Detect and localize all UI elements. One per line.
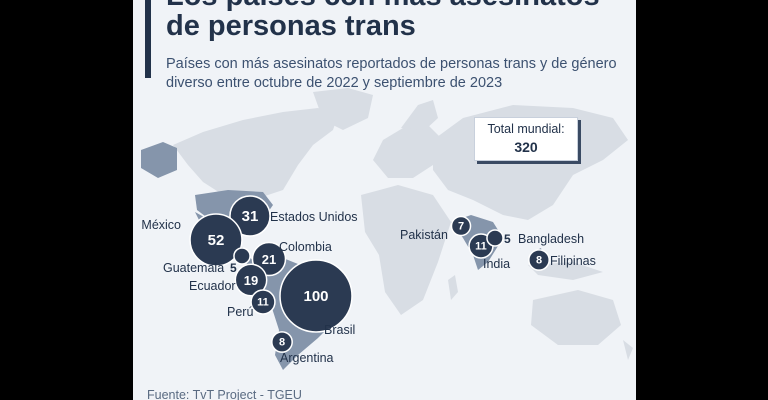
bubble-guatemala [233,247,251,265]
country-label-mexico: México [141,218,181,232]
value-label-pakistan: 7 [458,221,464,233]
bubble-estados-unidos [229,195,271,237]
title-accent-bar [145,0,151,78]
source-note: Fuente: TvT Project - TGEU [147,388,302,400]
country-label-india: India [483,257,510,271]
bubble-argentina [271,331,293,353]
bubble-bangladesh [486,229,504,247]
page-title: Los países con más asesinatos [166,0,600,13]
value-label-guatemala: 5 [230,261,237,275]
total-callout: Total mundial: 320 [474,117,578,161]
bubble-pakistan [450,215,472,237]
bubble-ecuador [234,263,268,297]
total-label: Total mundial: [487,122,565,136]
country-label-brasil: Brasil [324,323,355,337]
value-label-india: 11 [475,241,487,253]
value-label-ecuador: 19 [244,273,258,288]
country-label-peru: Perú [227,305,253,319]
infographic-panel: 31 Estados Unidos 52 México 21 Colombia 5 Guate… [133,0,636,400]
value-label-bangladesh: 5 [504,232,511,246]
bubble-mexico [189,213,243,267]
total-value: 320 [514,139,538,155]
value-label-colombia: 21 [262,252,276,267]
bubble-filipinas [528,249,550,271]
country-label-filipinas: Filipinas [550,254,596,268]
country-label-bangladesh: Bangladesh [518,232,584,246]
bubble-layer [189,195,550,353]
country-label-guatemala: Guatemala [163,261,224,275]
country-label-ecuador: Ecuador [189,279,236,293]
value-label-mexico: 52 [208,232,225,249]
value-label-estados-unidos: 31 [242,208,259,225]
country-label-colombia: Colombia [279,240,332,254]
page-subtitle: Países con más asesinatos reportados de … [166,56,617,91]
value-label-brasil: 100 [303,288,328,305]
value-label-peru: 11 [257,297,269,309]
country-label-argentina: Argentina [280,351,334,365]
bubble-peru [250,289,276,315]
country-label-pakistan: Pakistán [400,228,448,242]
value-label-argentina: 8 [279,337,285,349]
bubble-brasil [279,259,353,333]
value-label-filipinas: 8 [536,255,542,267]
page-title-line2: de personas trans [166,10,416,42]
country-label-estados-unidos: Estados Unidos [270,210,358,224]
